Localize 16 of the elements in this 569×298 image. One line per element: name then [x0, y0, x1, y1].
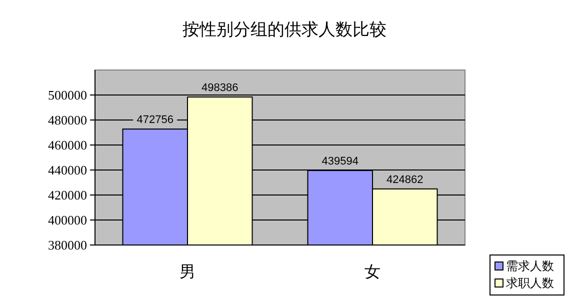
x-tick-label: 女: [364, 262, 380, 281]
data-label: 472756: [136, 114, 174, 126]
y-tick-label: 460000: [48, 138, 87, 153]
y-tick-label: 440000: [48, 162, 87, 178]
y-tick-label: 380000: [48, 238, 87, 253]
y-tick-label: 400000: [48, 212, 87, 228]
y-tick-label: 500000: [48, 88, 87, 103]
data-label: 424862: [386, 174, 424, 186]
data-label: 498386: [202, 82, 238, 94]
y-tick-label: 420000: [48, 188, 87, 203]
legend-label: 需求人数: [506, 259, 554, 273]
y-tick-label: 480000: [48, 112, 87, 128]
x-tick-label: 男: [180, 262, 196, 281]
data-label: 439594: [322, 156, 358, 168]
chart-title: 按性别分组的供求人数比较: [182, 20, 386, 40]
legend-label: 求职人数: [506, 276, 554, 290]
